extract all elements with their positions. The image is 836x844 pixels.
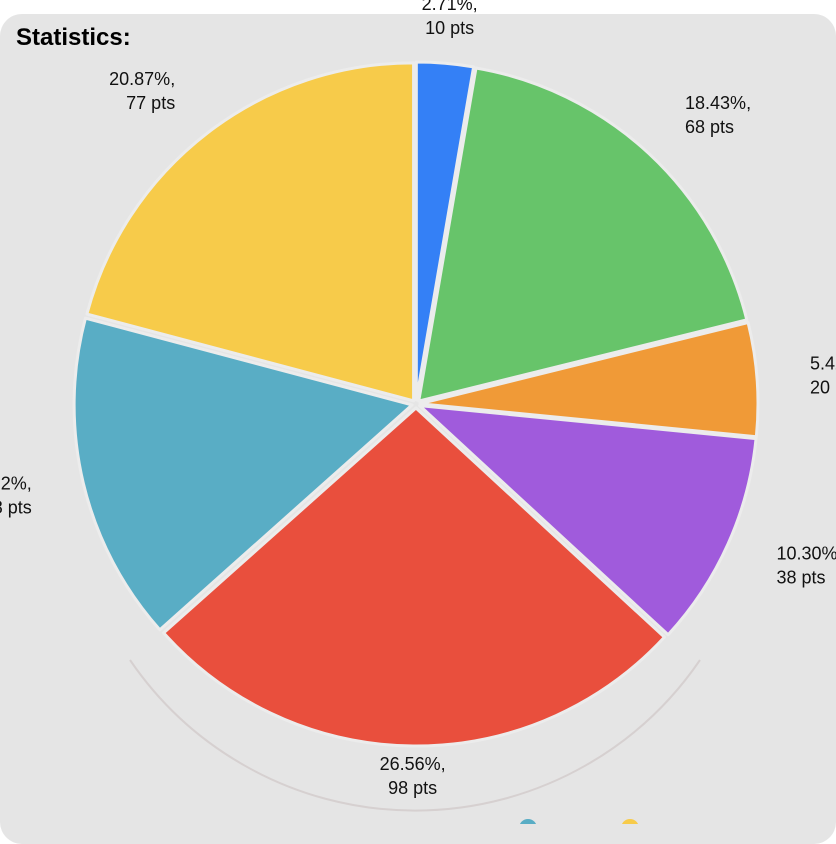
slice-percent-label: 26.56%, (380, 754, 446, 774)
pie-shadow (129, 659, 701, 812)
pie-slice-10-pts[interactable] (414, 60, 476, 402)
pie-slice-38-pts[interactable] (418, 404, 758, 637)
pie-slice-58-pts[interactable] (72, 316, 414, 632)
slice-pts-label: 10 pts (425, 18, 474, 38)
slice-percent-label: 20.87%, (109, 69, 175, 89)
pie-slice-77-pts[interactable] (85, 61, 416, 403)
pie-chart: 2.71%, 10 pts 18.43%, 68 pts 5.42%, 20 pts 10.… (0, 0, 836, 824)
legend-dot (519, 819, 537, 824)
legend-dot (621, 819, 639, 824)
chart-title: Statistics: (16, 24, 131, 51)
slice-percent-label: 2.71%, (422, 0, 478, 14)
slice-percent-label: 10.30%, (776, 544, 836, 564)
pie-slice-68-pts[interactable] (417, 66, 749, 403)
slice-pts-label: 68 pts (685, 117, 734, 137)
pie-slice-98-pts[interactable] (162, 406, 666, 748)
slice-percent-label: 5.42%, (810, 353, 836, 373)
slice-pts-label: 38 pts (776, 568, 825, 588)
slice-pts-label: 58 pts (0, 498, 32, 518)
slice-percent-label: 18.43%, (685, 93, 751, 113)
slice-pts-label: 77 pts (126, 93, 175, 113)
slice-pts-label: 20 pts (810, 377, 836, 397)
slice-percent-label: 15.72%, (0, 474, 32, 494)
pie-slice-20-pts[interactable] (418, 321, 760, 439)
slice-pts-label: 98 pts (388, 778, 437, 798)
